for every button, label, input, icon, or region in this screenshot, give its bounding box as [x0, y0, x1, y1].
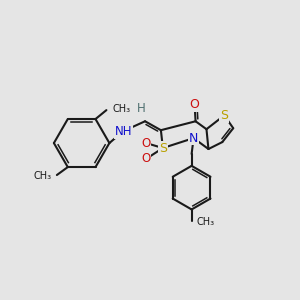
- Text: H: H: [137, 102, 146, 115]
- Text: NH: NH: [115, 125, 132, 138]
- Text: O: O: [190, 98, 200, 111]
- Text: N: N: [189, 132, 198, 145]
- Text: S: S: [220, 109, 228, 122]
- Text: S: S: [159, 142, 167, 154]
- Text: CH₃: CH₃: [34, 171, 52, 181]
- Text: O: O: [141, 152, 151, 165]
- Text: O: O: [141, 136, 151, 150]
- Text: CH₃: CH₃: [112, 104, 130, 114]
- Text: CH₃: CH₃: [196, 217, 215, 227]
